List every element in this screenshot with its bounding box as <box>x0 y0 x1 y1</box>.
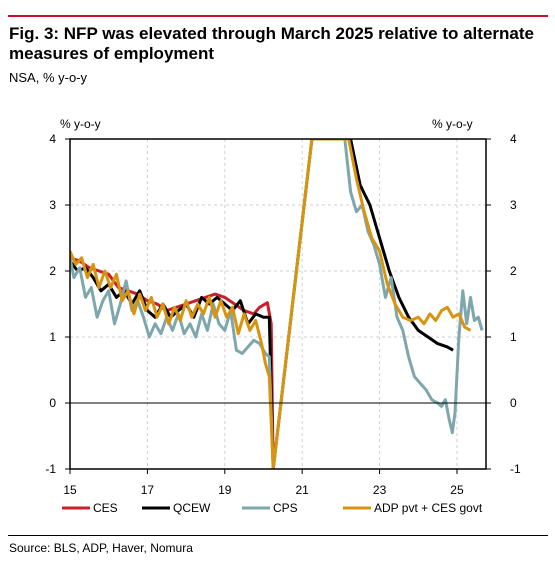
legend-label: ADP pvt + CES govt <box>374 501 483 515</box>
y-tick-label-left: 4 <box>49 132 56 146</box>
y-tick-label-right: -1 <box>510 462 521 476</box>
y-tick-label-left: -1 <box>45 462 56 476</box>
y-tick-label-right: 3 <box>510 198 517 212</box>
source-note: Source: BLS, ADP, Haver, Nomura <box>9 541 193 555</box>
x-tick-label: 23 <box>373 483 387 497</box>
y-tick-label-right: 2 <box>510 264 517 278</box>
y-tick-label-left: 2 <box>49 264 56 278</box>
axis-ticks: -1 -10 01 12 23 34 415 17 19 21 23 25 <box>45 132 521 497</box>
legend-label: CES <box>93 501 118 515</box>
chart-subtitle: NSA, % y-o-y <box>9 70 88 85</box>
x-tick-label: 19 <box>218 483 232 497</box>
chart-title: Fig. 3: NFP was elevated through March 2… <box>9 24 534 63</box>
y-tick-label-left: 3 <box>49 198 56 212</box>
y-tick-label-right: 1 <box>510 330 517 344</box>
y-tick-label-right: 4 <box>510 132 517 146</box>
line-chart: -1 -10 01 12 23 34 415 17 19 21 23 25 % y-o-y % y-o… <box>45 117 521 515</box>
x-tick-label: 25 <box>450 483 464 497</box>
bottom-rule <box>8 535 548 536</box>
y-axis-label-left: % y-o-y <box>60 117 101 131</box>
series-line <box>70 139 472 469</box>
y-axis-label-right: % y-o-y <box>432 117 473 131</box>
x-tick-label: 15 <box>63 483 77 497</box>
legend-label: CPS <box>273 501 298 515</box>
legend: CES QCEW CPS ADP pvt + CES govt <box>62 501 483 515</box>
top-rule <box>8 15 548 17</box>
plot-frame <box>69 138 487 470</box>
y-tick-label-right: 0 <box>510 396 517 410</box>
x-tick-label: 17 <box>141 483 155 497</box>
x-tick-label: 21 <box>296 483 310 497</box>
y-tick-label-left: 1 <box>49 330 56 344</box>
series-lines <box>70 139 484 469</box>
legend-label: QCEW <box>173 501 211 515</box>
y-tick-label-left: 0 <box>49 396 56 410</box>
